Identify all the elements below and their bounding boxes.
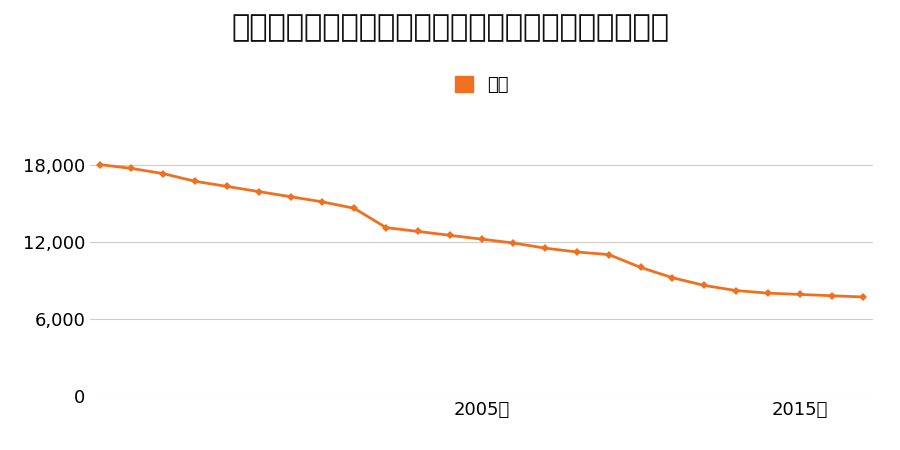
Text: 北海道樺戸郡新十津川町字中央７０番３０の地価推移: 北海道樺戸郡新十津川町字中央７０番３０の地価推移 bbox=[231, 14, 669, 42]
Legend: 価格: 価格 bbox=[454, 76, 508, 94]
